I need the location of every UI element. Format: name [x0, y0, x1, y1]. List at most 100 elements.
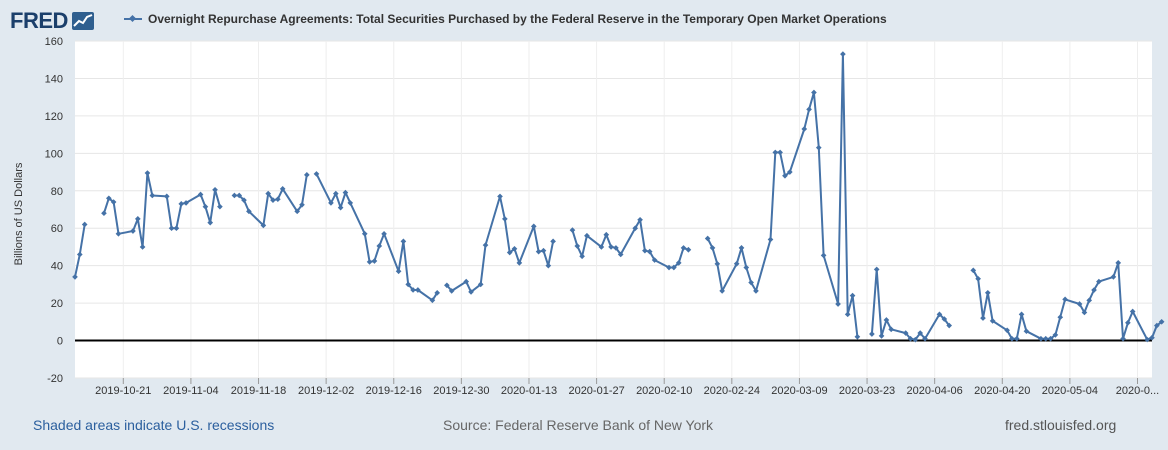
x-tick-label: 2020-04-20: [974, 385, 1030, 397]
site-link[interactable]: fred.stlouisfed.org: [1005, 417, 1117, 433]
data-point: [294, 208, 301, 215]
data-point: [178, 201, 185, 207]
y-tick-label: 100: [45, 148, 63, 160]
data-point: [130, 228, 136, 234]
data-point: [613, 245, 619, 251]
data-point: [506, 249, 513, 256]
data-point: [72, 274, 78, 280]
data-point: [477, 281, 484, 288]
data-point: [371, 258, 378, 264]
data-point: [260, 222, 267, 229]
data-point: [265, 190, 272, 197]
plot-area: [75, 41, 1152, 378]
data-point: [347, 200, 354, 206]
data-point: [912, 336, 919, 343]
data-point: [328, 200, 334, 206]
data-point: [81, 221, 88, 228]
data-point: [202, 203, 209, 210]
data-point: [946, 322, 953, 329]
series-line: [706, 53, 859, 337]
data-point: [719, 288, 725, 294]
data-point: [535, 248, 542, 255]
data-point: [869, 331, 875, 337]
data-point: [482, 242, 489, 248]
y-axis-label: Billions of US Dollars: [13, 162, 25, 265]
x-tick-label: 2020-02-10: [636, 385, 692, 397]
data-point: [376, 243, 383, 249]
x-tick-label: 2020-02-24: [704, 385, 760, 397]
data-point: [1154, 322, 1160, 329]
recessions-link[interactable]: Shaded areas indicate U.S. recessions: [33, 417, 275, 433]
data-point: [429, 297, 436, 304]
data-point: [844, 311, 851, 318]
series-line-icon: [124, 18, 142, 20]
x-tick-label: 2020-03-23: [839, 385, 895, 397]
data-point: [395, 268, 402, 275]
x-axis: 2019-10-21 2019-11-04 2019-11-18 2019-12-02…: [95, 378, 1159, 397]
data-point: [738, 245, 745, 251]
data-point: [163, 193, 170, 200]
y-tick-label: 60: [51, 223, 63, 235]
data-point: [922, 335, 928, 342]
chart-legend[interactable]: Overnight Repurchase Agreements: Total S…: [124, 12, 887, 26]
y-tick-label: 40: [51, 261, 63, 273]
y-tick-label: 20: [51, 298, 63, 310]
data-point: [410, 287, 416, 293]
data-point: [1023, 328, 1030, 335]
data-point: [332, 190, 339, 197]
data-point: [381, 230, 387, 237]
legend-label: Overnight Repurchase Agreements: Total S…: [148, 12, 887, 26]
x-tick-label: 2020-03-09: [771, 385, 827, 397]
data-point: [516, 260, 523, 266]
data-point: [854, 333, 861, 340]
data-point: [1057, 314, 1064, 321]
data-point: [888, 326, 895, 333]
data-point: [279, 186, 286, 192]
data-point: [907, 335, 914, 342]
data-point: [173, 225, 180, 232]
chart-line-icon: [71, 12, 94, 30]
data-point: [76, 251, 83, 258]
data-point: [1125, 319, 1131, 326]
data-point: [617, 251, 624, 258]
data-point: [241, 197, 247, 203]
data-point: [405, 281, 412, 288]
y-tick-label: 80: [51, 186, 63, 198]
logo-text: FRED: [10, 8, 68, 33]
data-point: [1129, 308, 1136, 315]
data-point: [811, 89, 817, 96]
x-tick-label: 2019-10-21: [95, 385, 151, 397]
data-point: [835, 301, 841, 307]
y-tick-label: 140: [45, 73, 63, 85]
data-point: [1047, 335, 1054, 342]
data-point: [144, 170, 151, 176]
data-point: [400, 238, 407, 245]
data-point: [637, 216, 643, 223]
fred-logo[interactable]: FRED: [10, 8, 94, 34]
data-point: [1042, 335, 1049, 342]
data-point: [849, 292, 856, 299]
x-tick-label: 2019-11-18: [231, 385, 286, 397]
data-point: [134, 216, 141, 222]
x-tick-label: 2019-12-16: [366, 385, 422, 397]
data-point: [1009, 335, 1015, 342]
series-line: [446, 195, 555, 293]
data-point: [231, 192, 238, 199]
data-point: [709, 245, 716, 251]
data-point: [733, 260, 740, 267]
data-point: [743, 264, 750, 271]
y-tick-label: 160: [45, 36, 63, 48]
data-point: [236, 192, 243, 199]
x-tick-label: 2019-12-30: [433, 385, 489, 397]
data-point: [1110, 274, 1117, 280]
data-point: [246, 208, 252, 215]
data-point: [1096, 278, 1102, 285]
chart-header: FRED Overnight Repurchase Agreements: To…: [10, 6, 1160, 34]
data-point: [1120, 335, 1126, 342]
data-point: [1018, 311, 1025, 318]
x-tick-label: 2020-05-04: [1042, 385, 1098, 397]
data-point: [704, 235, 711, 242]
x-tick-label: 2019-11-04: [163, 385, 218, 397]
x-tick-label: 2020-01-27: [568, 385, 624, 397]
